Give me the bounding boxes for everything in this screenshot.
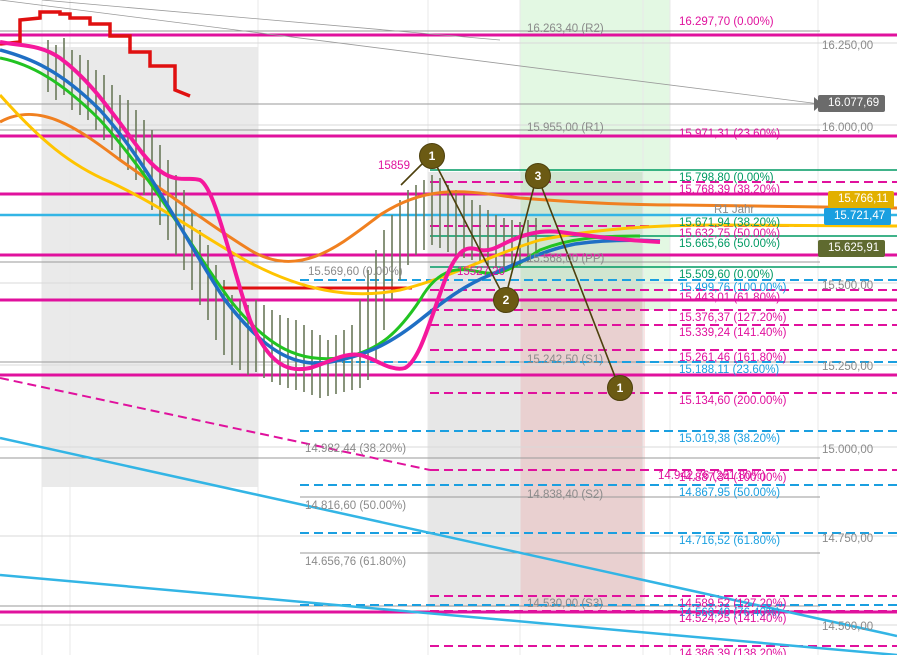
pivot-lines <box>0 30 820 607</box>
horizontal-gridlines <box>0 42 897 626</box>
price-tag-last: 16.077,69 <box>818 95 886 112</box>
fib-magenta-dashed <box>0 181 897 647</box>
pivot-label-fib50: 14.816,60 (50.00%) <box>305 500 407 512</box>
axis-tick-16000: 16.000,00 <box>822 122 874 134</box>
axis-tick-15000: 15.000,00 <box>822 444 874 456</box>
zone-green <box>520 0 670 310</box>
fib-magenta-lines <box>0 33 897 614</box>
fib-label-16: 14.942,76 (261.80%) <box>658 470 766 482</box>
fib-label-14: 15.134,60 (200.00%) <box>679 395 787 407</box>
wave-marker-target-1[interactable]: 1 <box>607 375 633 401</box>
axis-tick-14750: 14.750,00 <box>822 533 874 545</box>
fib-label-4: 15.671,94 (38.20%) <box>679 217 781 229</box>
pivot-label-fib618: 14.656,76 (61.80%) <box>305 556 407 568</box>
fib-label-15: 15.019,38 (38.20%) <box>679 433 781 445</box>
pivot-label-s3: 14.530,00 (S3) <box>527 598 604 610</box>
pivot-label-pp: 15.568,00 (PP) <box>527 253 605 265</box>
ma-orange <box>0 112 897 263</box>
fib-label-1: 15.971,31 (23.60%) <box>679 128 781 140</box>
annotation-r1-jahr: R1 Jahr <box>714 204 755 216</box>
ma-blue <box>0 48 661 365</box>
fib-label-20: 14.589,52 (127.20%) <box>679 598 787 610</box>
axis-tick-15250: 15.250,00 <box>822 361 874 373</box>
pivot-label-r1: 15.955,00 (R1) <box>527 122 604 134</box>
price-tag-yellow: 15.766,11 <box>828 191 895 208</box>
price-line-magenta <box>0 40 661 372</box>
axis-tick-15500: 15.500,00 <box>822 280 874 292</box>
fib-label-12: 15.261,46 (161.80%) <box>679 352 787 364</box>
axis-tick-14500: 14.500,00 <box>822 621 874 633</box>
fib-label-3: 15.768,39 (38.20%) <box>679 184 781 196</box>
fib-label-13: 15.188,11 (23.60%) <box>679 364 780 376</box>
fib-label-22: 14.524,25 (141.40%) <box>679 613 787 625</box>
fib-label-11: 15.339,24 (141.40%) <box>679 327 787 339</box>
fib-label-9: 15.443,01 (61.80%) <box>679 292 781 304</box>
fib-label-17: 14.887,34 (100.00%) <box>679 472 787 484</box>
red-step-line <box>0 10 191 98</box>
fib-label-18: 14.867,95 (50.00%) <box>679 487 781 499</box>
zone-red <box>520 300 645 610</box>
price-tag-green: 15.625,91 <box>818 240 886 257</box>
annotation-low-price: 15527,20 <box>457 266 505 278</box>
channel-lines <box>0 0 821 105</box>
wave-marker-3[interactable]: 3 <box>525 163 551 189</box>
fib-label-8: 15.499,76 (100.00%) <box>679 282 787 294</box>
fib-label-21: 14.568,40 (76.40%) <box>679 607 781 619</box>
pivot-label-s2: 14.838,40 (S2) <box>527 489 604 501</box>
fib-label-6: 15.665,66 (50.00%) <box>679 238 781 250</box>
wave-marker-2[interactable]: 2 <box>493 287 519 313</box>
fib-label-5: 15.632,75 (50.00%) <box>679 228 781 240</box>
annotation-high-price: 15859 <box>378 160 410 172</box>
pivot-label-r2: 16.263,40 (R2) <box>527 23 604 35</box>
fib-label-2: 15.798,80 (0.00%) <box>679 172 774 184</box>
fib-label-0: 16.297,70 (0.00%) <box>679 16 774 28</box>
vertical-gridlines <box>41 0 819 655</box>
fib-label-10: 15.376,37 (127.20%) <box>679 312 787 324</box>
zone-gray-left <box>42 47 258 487</box>
axis-tick-16250: 16.250,00 <box>822 40 874 52</box>
fib-label-23: 14.386,39 (138.20%) <box>679 648 787 655</box>
price-tag-blue: 15.721,47 <box>824 208 892 225</box>
pivot-label-fib382: 14.982,44 (38.20%) <box>305 443 407 455</box>
fib-label-7: 15.509,60 (0.00%) <box>679 269 774 281</box>
pivot-label-fib0: 15.569,60 (0.00%) <box>308 266 403 278</box>
fib-label-19: 14.716,52 (61.80%) <box>679 535 781 547</box>
ma-yellow <box>0 94 897 296</box>
wave-marker-1[interactable]: 1 <box>419 143 445 169</box>
pivot-label-s1: 15.242,50 (S1) <box>527 354 604 366</box>
